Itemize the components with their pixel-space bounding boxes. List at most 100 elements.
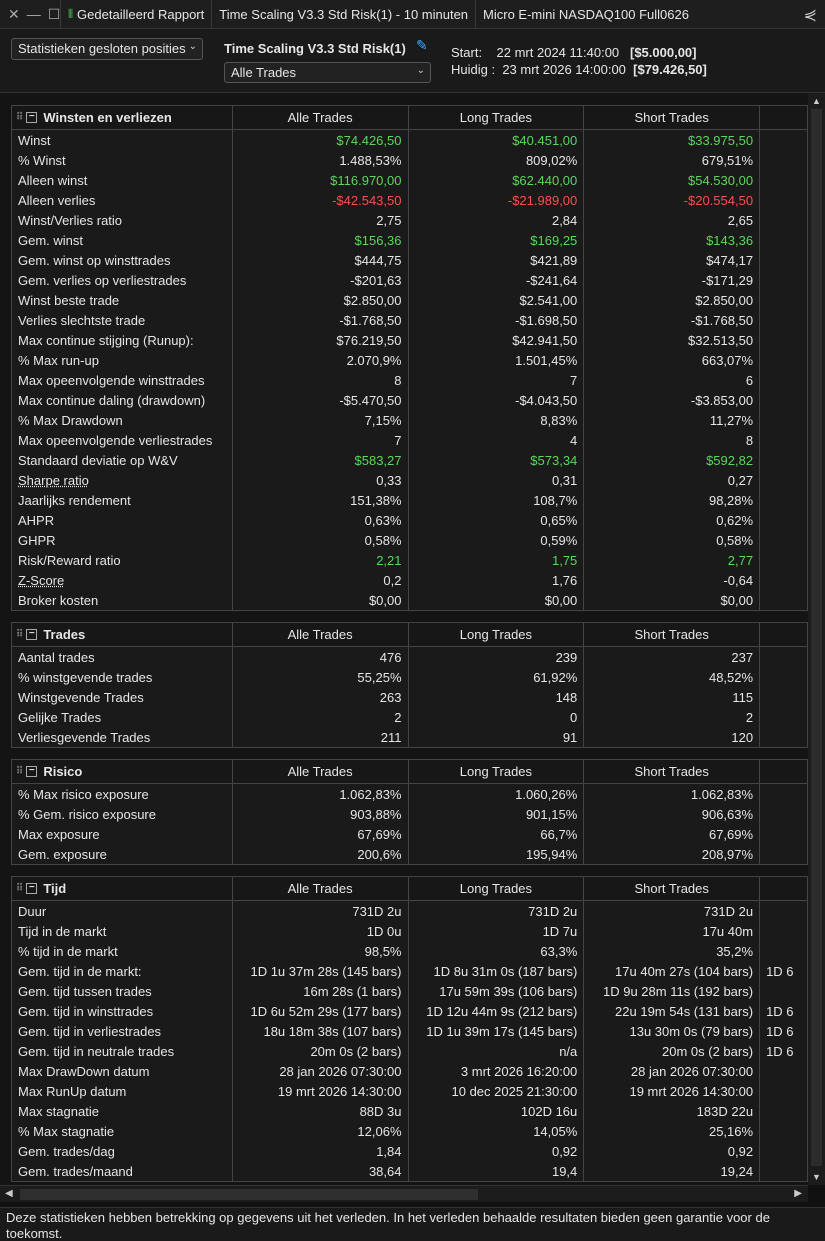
vertical-scroll-thumb[interactable]	[811, 109, 822, 1166]
row-value: 1D 8u 31m 0s (187 bars)	[409, 961, 585, 981]
row-value: 476	[233, 647, 409, 667]
row-value: -$241,64	[409, 270, 585, 290]
tab-strategy-label: Time Scaling V3.3 Std Risk(1) - 10 minut…	[219, 6, 469, 22]
row-label: % winstgevende trades	[12, 667, 233, 687]
column-header: Long Trades	[409, 760, 585, 783]
row-value-extra	[760, 981, 807, 1001]
row-value-extra: 1D 6	[766, 963, 794, 979]
table-row: Max continue stijging (Runup): $76.219,50…	[12, 330, 807, 350]
row-value: -$1.698,50	[409, 310, 585, 330]
row-value: 0,58%	[233, 530, 409, 550]
scroll-down-icon[interactable]: ▼	[812, 1172, 821, 1182]
row-value: $2.541,00	[409, 290, 585, 310]
row-value: $76.219,50	[233, 330, 409, 350]
row-value-extra	[760, 430, 807, 450]
row-label: Gem. tijd tussen trades	[12, 981, 233, 1001]
collapse-icon[interactable]: −	[26, 766, 38, 777]
scroll-left-icon[interactable]: ◀	[5, 1188, 13, 1199]
row-value: $0,00	[233, 590, 409, 610]
row-value-extra	[760, 350, 807, 370]
collapse-icon[interactable]: −	[26, 112, 38, 123]
current-value: [$79.426,50]	[633, 62, 707, 77]
row-value: 88D 3u	[233, 1101, 409, 1121]
current-line: Huidig : 23 mrt 2026 14:00:00 [$79.426,5…	[451, 61, 707, 78]
edit-icon[interactable]: ✎	[416, 37, 428, 53]
row-label: Duur	[12, 901, 233, 921]
table-row: Max RunUp datum 19 mrt 2026 14:30:00 10 de…	[12, 1081, 807, 1101]
row-value: 148	[409, 687, 585, 707]
row-value: 239	[409, 647, 585, 667]
row-value: 6	[584, 370, 761, 390]
table-row: Gem. winst $156,36 $169,25 $143,36	[12, 230, 807, 250]
row-value: 28 jan 2026 07:30:00	[584, 1061, 761, 1081]
row-value-extra	[760, 310, 807, 330]
row-value: 906,63%	[584, 804, 761, 824]
row-value: $592,82	[584, 450, 761, 470]
row-label: Winstgevende Trades	[12, 687, 233, 707]
section-title-cell: ⠿ − Tijd	[12, 877, 233, 900]
collapse-icon[interactable]: −	[26, 883, 38, 894]
row-value: 28 jan 2026 07:30:00	[233, 1061, 409, 1081]
vertical-scrollbar[interactable]: ▲ ▼	[808, 93, 825, 1185]
share-icon[interactable]: ⋞	[803, 7, 817, 24]
row-value-extra	[760, 727, 807, 747]
column-header: Long Trades	[409, 877, 585, 900]
table-row: % Max Drawdown 7,15% 8,83% 11,27%	[12, 410, 807, 430]
row-value: 200,6%	[233, 844, 409, 864]
minimize-icon[interactable]: —	[26, 6, 41, 22]
row-value: 237	[584, 647, 761, 667]
row-value: 263	[233, 687, 409, 707]
drag-handle-icon[interactable]: ⠿	[16, 766, 23, 777]
disclaimer: Deze statistieken hebben betrekking op g…	[0, 1207, 825, 1241]
horizontal-scroll-thumb[interactable]	[20, 1189, 478, 1200]
row-value: 8,83%	[409, 410, 585, 430]
row-value: -$20.554,50	[584, 190, 761, 210]
row-label: % Winst	[12, 150, 233, 170]
row-value-extra	[760, 1141, 807, 1161]
row-label: Gem. tijd in de markt:	[12, 961, 233, 981]
table-row: % tijd in de markt 98,5% 63,3% 35,2%	[12, 941, 807, 961]
tab-report[interactable]: ⫴ Gedetailleerd Rapport	[60, 0, 211, 29]
row-label: Gem. winst	[12, 230, 233, 250]
row-label: Max opeenvolgende winsttrades	[12, 370, 233, 390]
row-value: 48,52%	[584, 667, 761, 687]
collapse-icon[interactable]: −	[26, 629, 38, 640]
row-label: Max continue stijging (Runup):	[12, 330, 233, 350]
row-value: 2,77	[584, 550, 761, 570]
row-value-extra	[760, 190, 807, 210]
close-icon[interactable]: ✕	[8, 5, 20, 22]
trades-filter-dropdown[interactable]: Alle Trades ⌄	[224, 62, 431, 83]
row-value: 151,38%	[233, 490, 409, 510]
row-value: $474,17	[584, 250, 761, 270]
statistics-type-dropdown[interactable]: Statistieken gesloten posities ⌄	[11, 38, 203, 60]
section-title: Risico	[43, 764, 83, 779]
row-value-extra	[760, 290, 807, 310]
scroll-up-icon[interactable]: ▲	[812, 96, 821, 106]
drag-handle-icon[interactable]: ⠿	[16, 112, 23, 123]
section-tijd: ⠿ − Tijd Alle Trades Long Trades Short Trades…	[11, 876, 808, 1182]
maximize-icon[interactable]: ☐	[47, 5, 61, 22]
row-value-extra	[760, 784, 807, 804]
table-row: Verliesgevende Trades 211 91 120	[12, 727, 807, 747]
row-label: Z-Score	[12, 570, 233, 590]
drag-handle-icon[interactable]: ⠿	[16, 629, 23, 640]
section-title: Trades	[43, 627, 86, 642]
horizontal-scrollbar[interactable]: ◀ ▶	[0, 1185, 808, 1202]
row-value: -$1.768,50	[233, 310, 409, 330]
column-header: Short Trades	[584, 760, 761, 783]
table-row: Aantal trades 476 239 237	[12, 647, 807, 667]
tab-strategy[interactable]: Time Scaling V3.3 Std Risk(1) - 10 minut…	[211, 0, 475, 29]
tab-instrument[interactable]: Micro E-mini NASDAQ100 Full0626	[475, 0, 696, 29]
row-label: Max opeenvolgende verliestrades	[12, 430, 233, 450]
row-value-extra	[760, 1121, 807, 1141]
row-label: % Max run-up	[12, 350, 233, 370]
drag-handle-icon[interactable]: ⠿	[16, 883, 23, 894]
window-controls: ✕ — ☐	[0, 6, 60, 23]
table-row: Tijd in de markt 1D 0u 1D 7u 17u 40m	[12, 921, 807, 941]
scroll-right-icon[interactable]: ▶	[794, 1188, 802, 1199]
strategy-title: Time Scaling V3.3 Std Risk(1)	[224, 41, 406, 56]
row-value: 35,2%	[584, 941, 761, 961]
section-title-cell: ⠿ − Trades	[12, 623, 233, 646]
row-value: -0,64	[584, 570, 761, 590]
row-value: 98,5%	[233, 941, 409, 961]
